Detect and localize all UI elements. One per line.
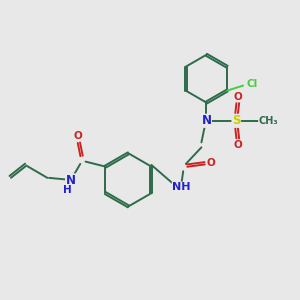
Text: N: N (201, 114, 212, 127)
Text: N: N (66, 174, 76, 187)
Text: O: O (73, 131, 82, 141)
Text: H: H (63, 185, 72, 195)
Text: NH: NH (172, 182, 191, 192)
Text: Cl: Cl (246, 79, 258, 89)
Text: O: O (234, 92, 243, 102)
Text: O: O (234, 140, 243, 150)
Text: S: S (232, 114, 241, 127)
Text: CH₃: CH₃ (259, 116, 278, 126)
Text: O: O (206, 158, 215, 168)
